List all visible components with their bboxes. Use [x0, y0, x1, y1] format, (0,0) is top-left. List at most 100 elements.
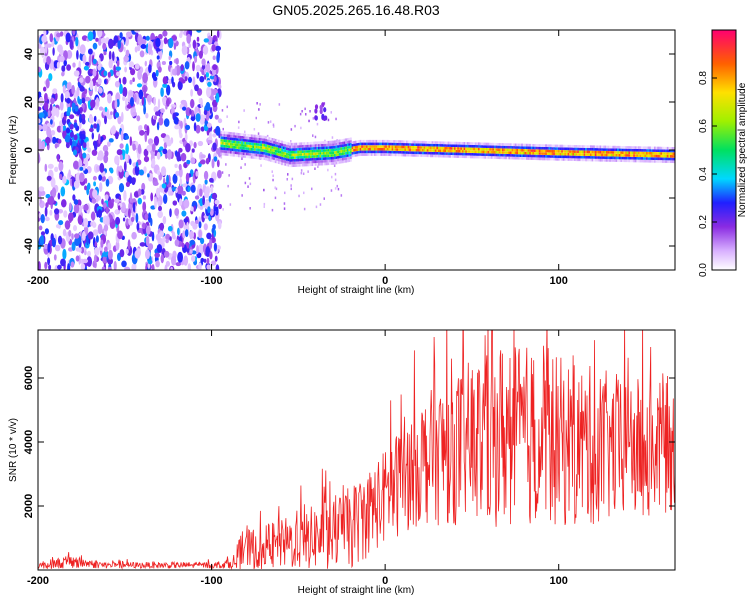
heatmap-cell: [242, 144, 245, 147]
heatmap-cell: [495, 145, 498, 149]
heatmap-cell: [337, 161, 339, 164]
heatmap-cell: [141, 96, 145, 106]
heatmap-cell: [274, 155, 277, 158]
heatmap-cell: [434, 152, 437, 155]
heatmap-cell: [497, 143, 499, 146]
heatmap-cell: [273, 154, 275, 158]
heatmap-cell: [662, 146, 664, 150]
heatmap-cell: [634, 154, 637, 157]
heatmap-cell: [162, 96, 167, 104]
heatmap-cell: [458, 141, 461, 145]
heatmap-cell: [297, 161, 299, 165]
heatmap-cell: [154, 115, 157, 121]
heatmap-cell: [409, 143, 411, 146]
heatmap-cell: [38, 112, 45, 118]
heatmap-cell: [158, 205, 162, 212]
heatmap-cell: [638, 149, 640, 152]
snr-frame: [37, 329, 676, 571]
heatmap-cell: [607, 159, 610, 162]
heatmap-cell: [375, 153, 378, 156]
heatmap-cell: [442, 152, 445, 155]
heatmap-cell: [247, 155, 250, 159]
heatmap-cell: [345, 141, 347, 144]
heatmap-cell: [255, 140, 258, 143]
heatmap-cell: [554, 155, 557, 158]
heatmap-cell: [207, 35, 213, 45]
heatmap-cell: [158, 66, 162, 73]
heatmap-cell: [262, 138, 264, 141]
heatmap-cell: [324, 151, 327, 155]
heatmap-cell: [206, 257, 210, 265]
heatmap-cell: [484, 156, 487, 159]
heatmap-cell: [233, 145, 235, 149]
heatmap-cell: [233, 154, 235, 157]
heatmap-cell: [465, 144, 467, 148]
heatmap-cell: [590, 145, 592, 148]
heatmap-cell: [92, 175, 97, 181]
heatmap-cell: [273, 160, 275, 163]
heatmap-cell: [602, 156, 605, 159]
heatmap-cell: [410, 140, 413, 144]
heatmap-cell: [610, 148, 613, 151]
heatmap-cell: [268, 153, 271, 156]
heatmap-cell: [590, 153, 592, 156]
heatmap-cell: [356, 151, 359, 154]
heatmap-cell: [484, 142, 487, 146]
heatmap-cell: [225, 147, 227, 151]
heatmap-cell: [479, 150, 482, 154]
heatmap-cell: [92, 58, 97, 65]
heatmap-cell: [252, 156, 255, 159]
heatmap-cell: [279, 140, 282, 143]
heatmap-cell: [113, 64, 116, 76]
heatmap-cell: [117, 205, 121, 210]
heatmap-cell: [255, 151, 258, 154]
heatmap-cell: [396, 142, 399, 146]
heatmap-cell: [655, 152, 658, 155]
heatmap-cell: [566, 155, 568, 159]
heatmap-cell: [289, 159, 291, 162]
heatmap-cell: [546, 155, 549, 158]
heatmap-cell: [231, 153, 234, 157]
heatmap-cell: [543, 157, 546, 161]
heatmap-cell: [302, 145, 304, 148]
heatmap-cell: [311, 187, 313, 191]
heatmap-cell: [350, 145, 352, 149]
heatmap-cell: [71, 175, 75, 187]
y-tick-label: 40: [23, 48, 35, 60]
heatmap-cell: [548, 152, 551, 156]
heatmap-cell: [223, 139, 226, 143]
heatmap-cell: [220, 147, 223, 150]
heatmap-cell: [66, 97, 71, 104]
y-tick-label: 0: [23, 147, 35, 153]
heatmap-cell: [641, 157, 643, 160]
heatmap-cell: [163, 37, 168, 45]
heatmap-cell: [135, 213, 139, 223]
heatmap-cell: [606, 148, 608, 151]
heatmap-cell: [593, 150, 595, 154]
heatmap-cell: [278, 142, 280, 146]
heatmap-cell: [178, 163, 182, 171]
heatmap-cell: [57, 138, 62, 144]
heatmap-cell: [257, 151, 259, 154]
heatmap-cell: [649, 157, 651, 160]
heatmap-cell: [64, 90, 70, 100]
heatmap-cell: [195, 219, 199, 224]
heatmap-cell: [286, 160, 288, 164]
heatmap-cell: [265, 155, 267, 158]
heatmap-cell: [583, 147, 586, 151]
heatmap-cell: [166, 174, 169, 185]
heatmap-cell: [86, 256, 93, 267]
heatmap-cell: [503, 143, 506, 146]
heatmap-cell: [287, 155, 290, 159]
heatmap-cell: [558, 150, 560, 153]
heatmap-cell: [542, 149, 544, 153]
heatmap-cell: [200, 257, 205, 263]
heatmap-cell: [439, 154, 442, 158]
heatmap-cell: [67, 263, 71, 270]
heatmap-cell: [187, 263, 191, 270]
heatmap-cell: [148, 64, 152, 74]
heatmap-cell: [505, 148, 507, 152]
heatmap-cell: [289, 153, 291, 157]
heatmap-cell: [230, 151, 232, 154]
heatmap-cell: [271, 170, 273, 173]
